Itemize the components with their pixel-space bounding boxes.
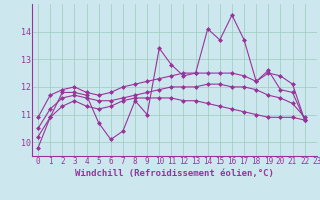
X-axis label: Windchill (Refroidissement éolien,°C): Windchill (Refroidissement éolien,°C) xyxy=(75,169,274,178)
